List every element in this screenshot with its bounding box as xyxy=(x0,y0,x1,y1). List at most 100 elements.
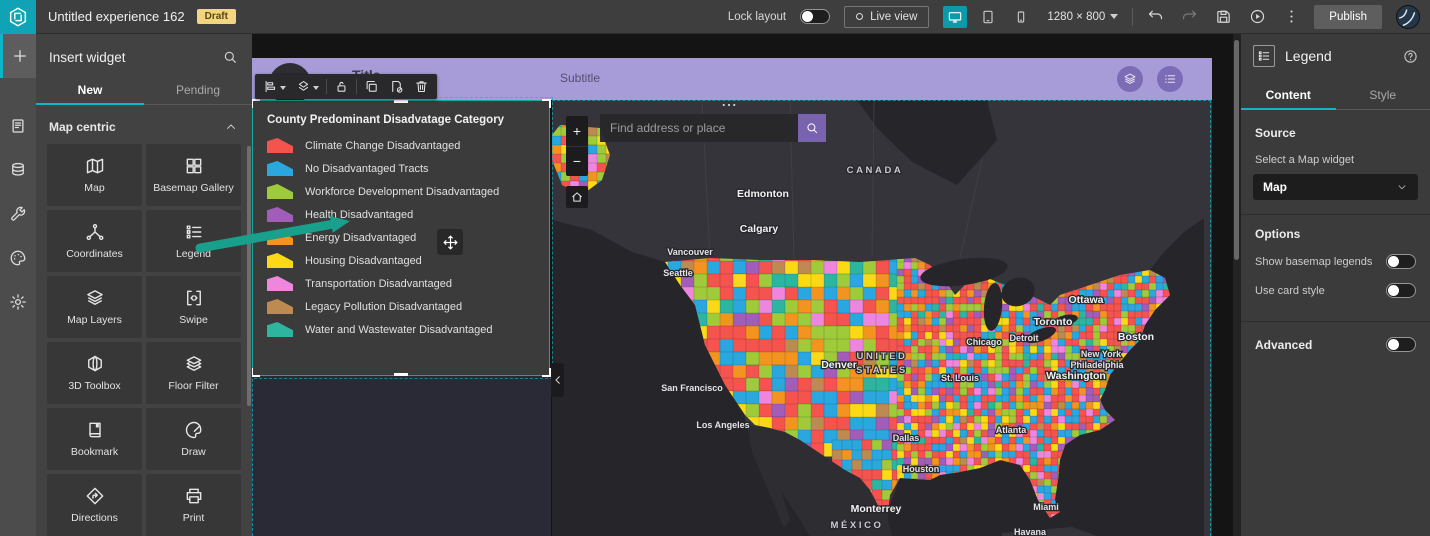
wrench-icon xyxy=(11,206,26,221)
rail-item-data[interactable] xyxy=(0,148,36,192)
resolution-select[interactable]: 1280 × 800 xyxy=(1047,11,1119,23)
legend-swatch xyxy=(267,230,293,245)
toolbar-align-button[interactable] xyxy=(258,79,291,94)
legend-swatch xyxy=(267,161,293,176)
resize-handle[interactable] xyxy=(542,368,551,377)
search-input[interactable]: Find address or place xyxy=(600,114,798,142)
search-button[interactable] xyxy=(798,114,826,142)
list-icon xyxy=(1165,75,1176,83)
legend-item: Workforce Development Disadvantaged xyxy=(253,180,549,203)
device-phone-button[interactable] xyxy=(1009,6,1033,28)
search-icon[interactable] xyxy=(222,49,238,65)
widget-tile-basemap-gallery[interactable]: Basemap Gallery xyxy=(146,144,241,206)
dots-handle-icon[interactable] xyxy=(720,100,738,114)
svg-text:Monterrey: Monterrey xyxy=(851,503,902,515)
device-desktop-button[interactable] xyxy=(943,5,968,28)
save-button[interactable] xyxy=(1215,8,1232,25)
resize-handle[interactable] xyxy=(542,99,551,108)
map-layers-icon xyxy=(1124,73,1136,84)
toggle-use-card-style[interactable] xyxy=(1386,283,1416,298)
zoom-in-button[interactable]: + xyxy=(566,116,588,147)
tab-style[interactable]: Style xyxy=(1369,87,1397,102)
widget-tile-floor-filter[interactable]: Floor Filter xyxy=(146,342,241,404)
scrollbar-thumb[interactable] xyxy=(1234,40,1239,260)
rail-item-settings[interactable] xyxy=(0,280,36,324)
app-logo[interactable] xyxy=(0,0,36,34)
divider xyxy=(356,79,357,94)
trash-icon xyxy=(416,81,427,93)
dots-handle-icon xyxy=(722,103,736,107)
map-search: Find address or place xyxy=(600,114,826,142)
widget-tile-bookmark[interactable]: Bookmark xyxy=(47,408,142,470)
widget-tile-label: Swipe xyxy=(179,313,208,326)
header-legend-button[interactable] xyxy=(1157,66,1183,92)
toolbar-duplicate-button[interactable] xyxy=(359,79,384,94)
desktop-icon xyxy=(949,11,962,23)
section-map-centric[interactable]: Map centric xyxy=(36,105,252,144)
widget-tile-coordinates[interactable]: Coordinates xyxy=(47,210,142,272)
advanced-toggle[interactable] xyxy=(1386,337,1416,352)
svg-text:St. Louis: St. Louis xyxy=(941,373,979,383)
map-canvas[interactable]: CANADA Edmonton Calgary Vancouver Seattle Ott… xyxy=(552,100,1212,536)
rail-item-insert-widget[interactable] xyxy=(0,34,36,78)
map-widget[interactable]: CANADA Edmonton Calgary Vancouver Seattle Ott… xyxy=(552,100,1212,536)
map-widget-dropdown[interactable]: Map xyxy=(1253,174,1418,200)
redo-button[interactable] xyxy=(1181,8,1198,25)
rail-item-page[interactable] xyxy=(0,104,36,148)
page-icon xyxy=(12,119,24,133)
help-icon[interactable] xyxy=(1403,49,1418,64)
home-button[interactable] xyxy=(566,186,588,208)
plus-icon xyxy=(13,50,26,62)
chevron-up-icon xyxy=(227,124,235,129)
collapse-left-icon xyxy=(552,374,564,386)
resize-handle[interactable] xyxy=(252,99,260,108)
circle-o-icon xyxy=(856,13,864,20)
user-avatar[interactable] xyxy=(1396,4,1420,29)
widget-tabs: New Pending xyxy=(36,75,252,105)
widget-tile-legend[interactable]: Legend xyxy=(146,210,241,272)
lock-layout-toggle[interactable] xyxy=(800,9,831,24)
rail-item-theme[interactable] xyxy=(0,236,36,280)
toggle-show-basemap-legends[interactable] xyxy=(1386,254,1416,269)
unlock-icon xyxy=(337,81,346,92)
widget-tile-print[interactable]: Print xyxy=(146,474,241,536)
zoom-out-button[interactable]: − xyxy=(572,153,582,170)
widget-tile-directions[interactable]: Directions xyxy=(47,474,142,536)
toolbar-delete-button[interactable] xyxy=(409,79,434,94)
toolbar-arrange-button[interactable] xyxy=(291,79,324,94)
avatar-image xyxy=(1399,8,1416,26)
more-button[interactable] xyxy=(1283,8,1300,25)
preview-button[interactable] xyxy=(1249,8,1266,25)
live-view-button[interactable]: Live view xyxy=(844,5,930,28)
resize-handle[interactable] xyxy=(252,368,260,377)
toolbar-unlock-button[interactable] xyxy=(329,79,354,94)
widget-tile-3d-toolbox[interactable]: 3D Toolbox xyxy=(47,342,142,404)
search-icon xyxy=(224,51,236,63)
panel-scrollbar[interactable] xyxy=(247,146,251,406)
rail-item-tools[interactable] xyxy=(0,192,36,236)
page-subtitle[interactable]: Subtitle xyxy=(560,71,601,85)
resize-handle[interactable] xyxy=(394,100,408,103)
device-tablet-button[interactable] xyxy=(976,6,1000,28)
tab-new[interactable]: New xyxy=(36,75,144,105)
widget-tile-map-layers[interactable]: Map Layers xyxy=(47,276,142,338)
header-map-layers-button[interactable] xyxy=(1117,66,1143,92)
legend-items: Climate Change Disadvantaged No Disadvant… xyxy=(253,134,549,341)
resize-handle[interactable] xyxy=(394,373,408,376)
svg-text:STATES: STATES xyxy=(856,365,908,376)
undo-button[interactable] xyxy=(1147,8,1164,25)
legend-icon xyxy=(1253,45,1275,67)
widget-tile-swipe[interactable]: Swipe xyxy=(146,276,241,338)
publish-button[interactable]: Publish xyxy=(1314,4,1382,29)
collapse-panel-button[interactable] xyxy=(551,363,564,397)
options-rows: Show basemap legends Use card style xyxy=(1241,247,1430,305)
side-panel-widget[interactable] xyxy=(252,376,551,536)
svg-text:Seattle: Seattle xyxy=(663,268,693,278)
tab-pending[interactable]: Pending xyxy=(175,82,221,97)
widget-tile-map[interactable]: Map xyxy=(47,144,142,206)
legend-widget-selected[interactable]: County Predominant Disadvatage Category … xyxy=(252,97,553,379)
widget-tile-label: Print xyxy=(182,511,205,524)
toolbar-move-to-page-button[interactable] xyxy=(384,79,409,94)
tab-content[interactable]: Content xyxy=(1241,80,1336,110)
widget-tile-draw[interactable]: Draw xyxy=(146,408,241,470)
